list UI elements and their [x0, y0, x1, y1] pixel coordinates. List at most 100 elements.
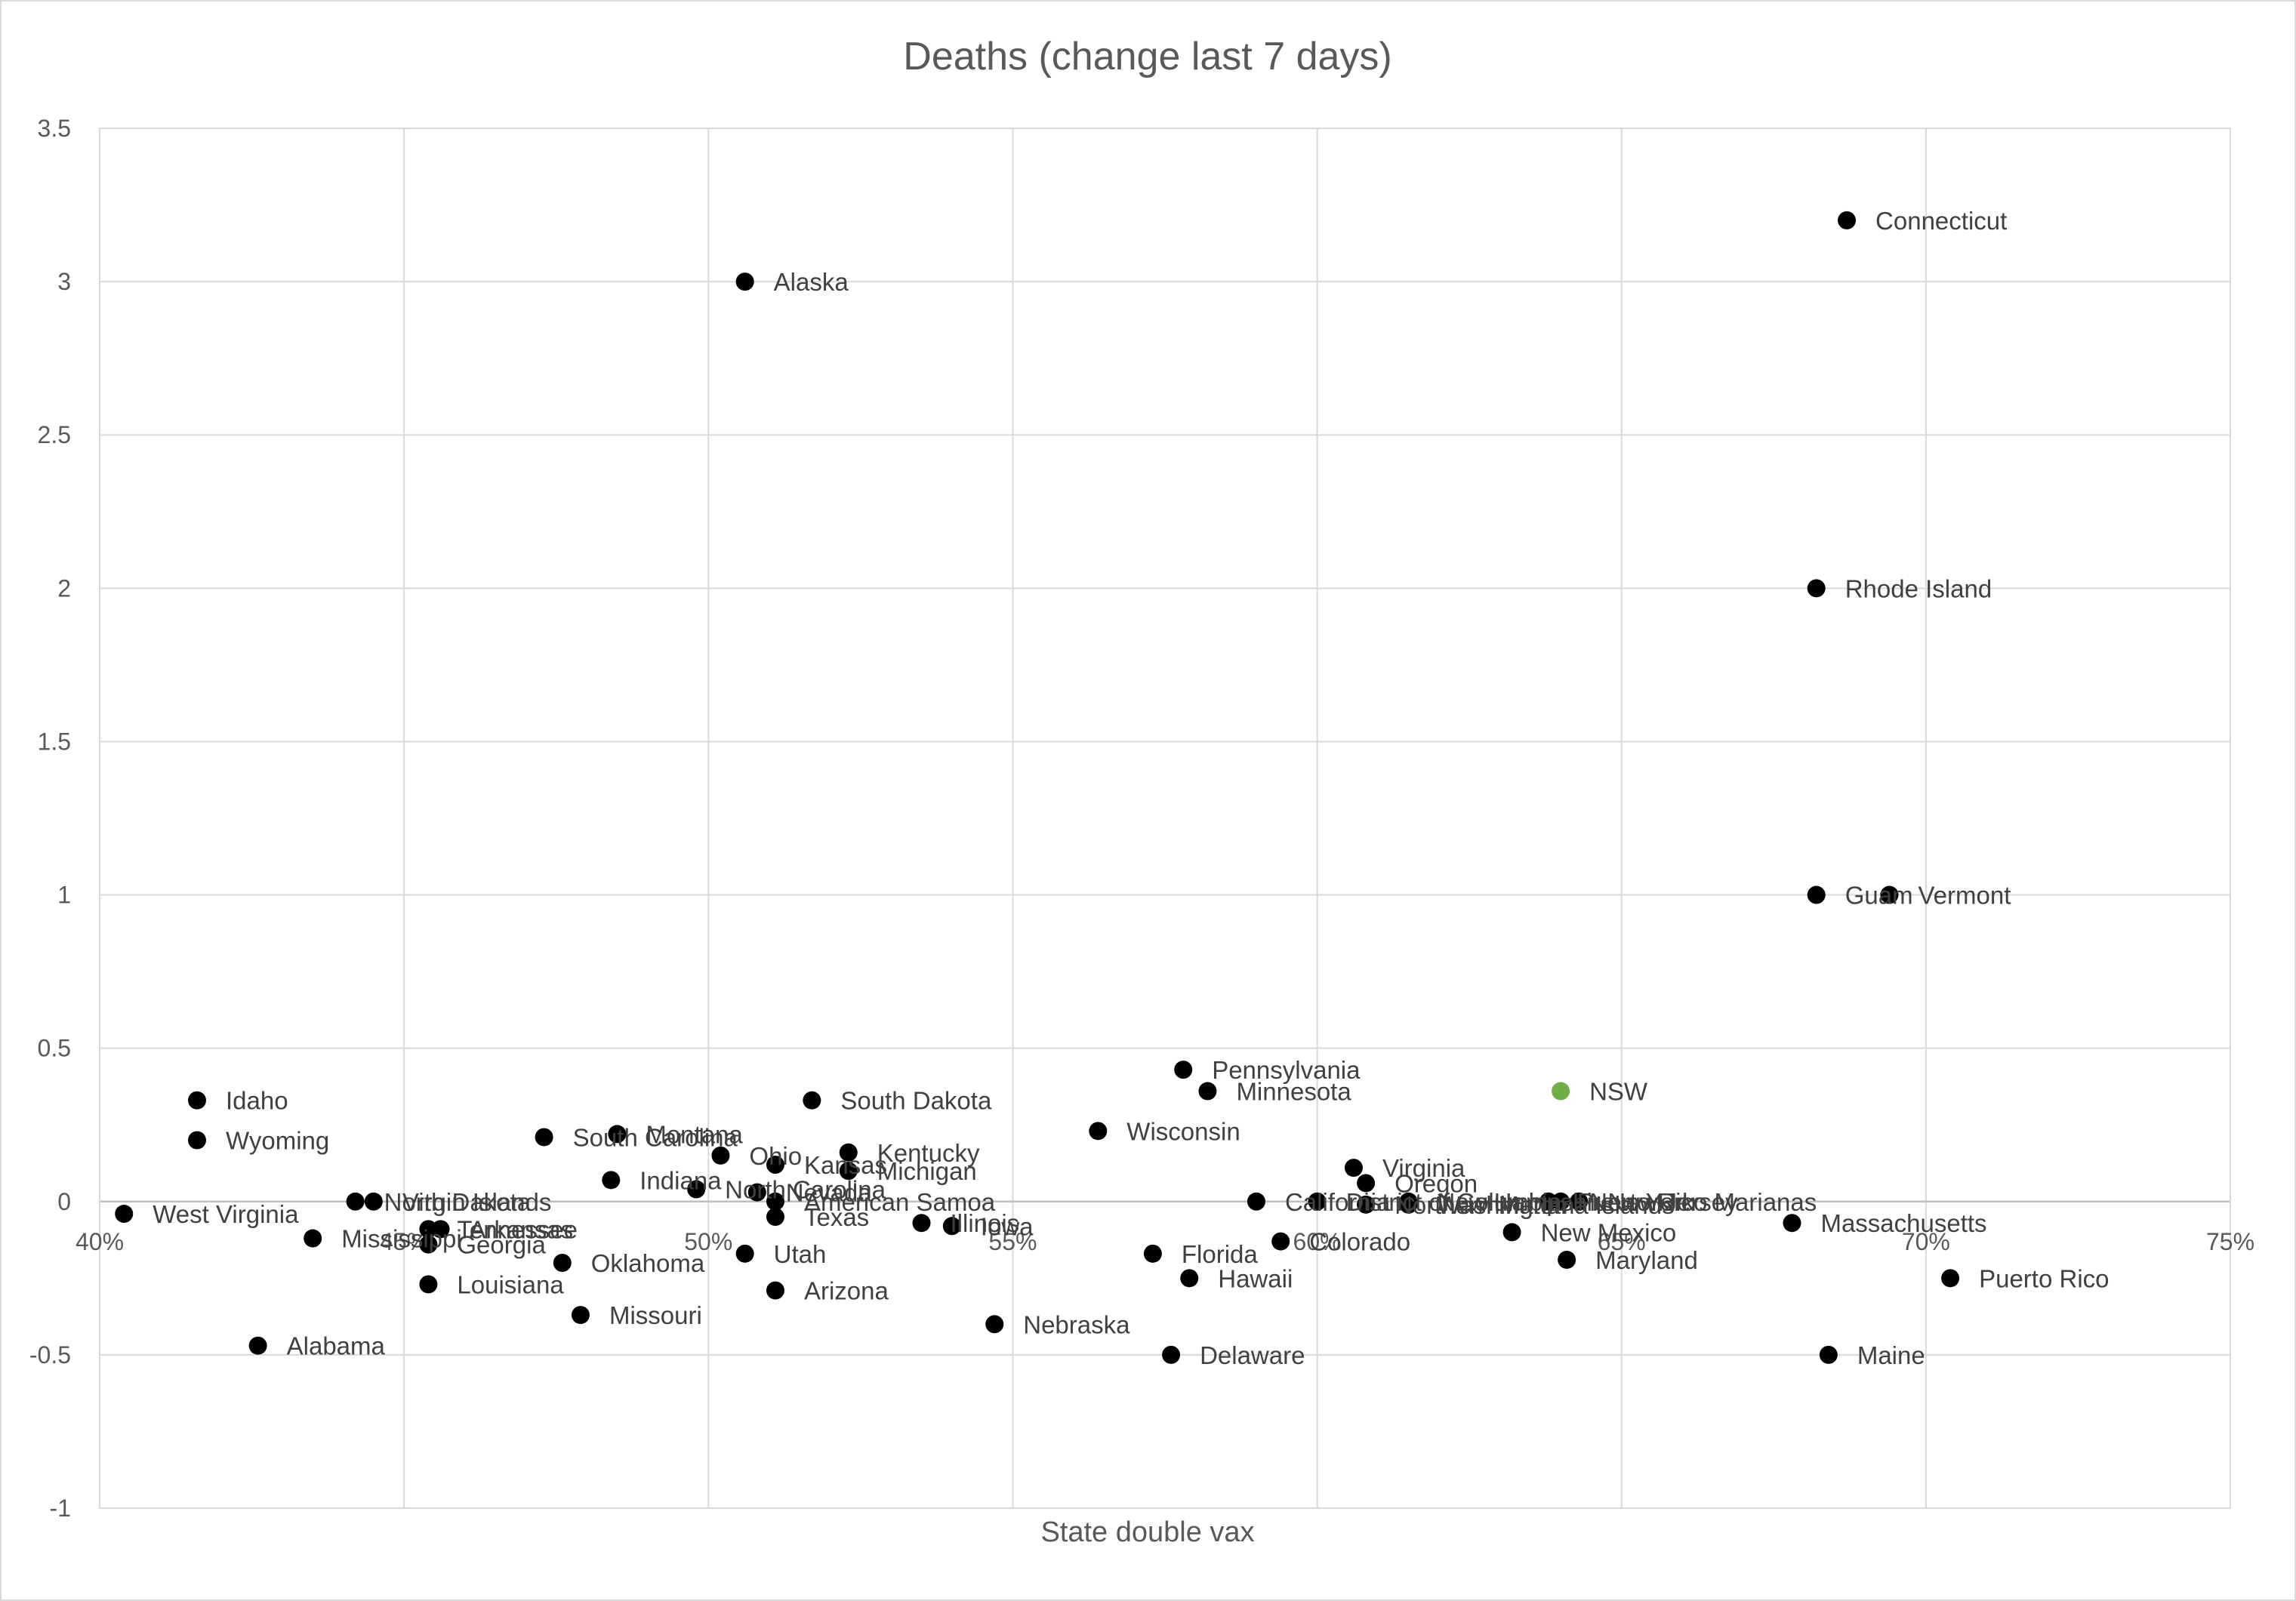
point-label: Puerto Rico: [1979, 1264, 2109, 1292]
point-label: Vermont: [1918, 882, 2011, 910]
point-label: Alaska: [774, 268, 849, 296]
data-point: [985, 1315, 1004, 1334]
axes: 40% 45% 50% 55% 60% 65% 70% 75%-1-0.500.511.522…: [29, 115, 2254, 1522]
point-label: Kansas: [804, 1151, 887, 1179]
point-label: New Jersey: [1607, 1188, 1738, 1216]
point-label: Maryland: [1595, 1246, 1698, 1274]
data-point: [1783, 1214, 1801, 1233]
data-point: [1502, 1223, 1521, 1242]
y-tick-label: 0.5: [38, 1035, 71, 1062]
data-point: [1308, 1192, 1327, 1211]
point-label: Louisiana: [457, 1270, 564, 1298]
data-point: [1180, 1269, 1199, 1288]
data-point: [419, 1275, 438, 1294]
data-point: [1552, 1192, 1570, 1211]
x-axis-title: State double vax: [1040, 1516, 1254, 1548]
data-point: [1143, 1244, 1162, 1263]
point-label: Connecticut: [1875, 207, 2007, 235]
point-label: Washington: [1438, 1191, 1568, 1219]
data-point: [535, 1128, 553, 1147]
point-label: Minnesota: [1236, 1078, 1351, 1106]
x-tick-label: 70%: [1902, 1228, 1950, 1255]
data-point: [766, 1192, 784, 1211]
point-label: New York: [1589, 1188, 1695, 1216]
point-label: Utah: [774, 1240, 827, 1268]
data-point: [735, 1244, 754, 1263]
data-point: [364, 1192, 383, 1211]
data-point: [839, 1162, 858, 1181]
point-label: NSW: [1589, 1078, 1648, 1106]
point-label: Massachusetts: [1820, 1209, 1986, 1237]
point-label: Georgia: [457, 1231, 546, 1259]
data-point: [304, 1229, 322, 1248]
point-label: Arkansas: [470, 1215, 574, 1243]
data-point: [1247, 1192, 1265, 1211]
chart-title: Deaths (change last 7 days): [903, 35, 1391, 79]
x-tick-label: 40%: [76, 1228, 124, 1255]
point-label: Iowa: [981, 1212, 1034, 1240]
point-label: Montana: [646, 1120, 743, 1148]
y-tick-label: 1: [57, 882, 71, 909]
point-label: Idaho: [226, 1087, 288, 1115]
data-point: [1174, 1061, 1193, 1079]
data-point: [942, 1217, 961, 1236]
point-label: American Samoa: [804, 1188, 996, 1216]
point-label: West Virginia: [153, 1200, 299, 1228]
point-label: North Carolina: [725, 1176, 886, 1204]
data-point: [1399, 1195, 1418, 1214]
point-label: South Dakota: [840, 1087, 992, 1115]
plot-area-frame: [99, 128, 2231, 1509]
point-label: Florida: [1182, 1240, 1259, 1268]
data-point: [1819, 1345, 1838, 1364]
point-label: Kentucky: [877, 1139, 980, 1167]
y-tick-label: 2: [57, 574, 71, 602]
y-tick-label: -0.5: [29, 1341, 71, 1369]
data-point: [1357, 1195, 1376, 1214]
data-point: [1344, 1159, 1363, 1178]
point-label: New Mexico: [1541, 1218, 1677, 1246]
point-label: Northern Mariana Islands: [1395, 1191, 1675, 1219]
point-label: Puerto Rico Marianas: [1577, 1188, 1817, 1216]
data-point: [1570, 1192, 1589, 1211]
point-label: California: [1285, 1188, 1391, 1216]
data-point: [248, 1336, 267, 1355]
data-point: [1838, 211, 1857, 229]
point-label: Tennessee: [457, 1215, 578, 1243]
data-point: [602, 1171, 621, 1190]
point-label: Nevada: [786, 1179, 872, 1207]
point-label: South Carolina: [573, 1123, 738, 1151]
point-label: Texas: [804, 1203, 869, 1231]
y-tick-label: 2.5: [38, 421, 71, 448]
data-point: [571, 1306, 590, 1325]
data-point: [431, 1220, 450, 1239]
point-label: Illinois: [950, 1209, 1019, 1237]
y-tick-label: 3: [57, 268, 71, 295]
point-label: Nebraska: [1023, 1310, 1130, 1338]
data-point: [766, 1208, 784, 1227]
data-point: [115, 1205, 134, 1224]
data-point: [766, 1156, 784, 1175]
point-label: Wyoming: [226, 1127, 329, 1155]
data-point: [735, 272, 754, 291]
point-label: North Dakota: [384, 1188, 532, 1216]
data-point: [1198, 1082, 1217, 1101]
x-tick-label: 55%: [988, 1228, 1037, 1255]
data-point: [803, 1091, 821, 1110]
point-label: Oklahoma: [591, 1249, 705, 1277]
point-label: Virginia: [1382, 1154, 1465, 1182]
data-point: [1807, 579, 1826, 598]
gridlines: [99, 128, 2231, 1509]
data-point: [188, 1091, 207, 1110]
y-tick-label: 3.5: [38, 115, 71, 142]
y-tick-label: -1: [50, 1495, 71, 1522]
x-tick-label: 60%: [1293, 1228, 1342, 1255]
point-label: Michigan: [877, 1157, 977, 1185]
x-tick-label: 75%: [2206, 1228, 2254, 1255]
data-point: [687, 1180, 706, 1199]
data-point: [608, 1125, 627, 1144]
data-point: [1089, 1122, 1108, 1141]
data-point: [1552, 1082, 1570, 1101]
